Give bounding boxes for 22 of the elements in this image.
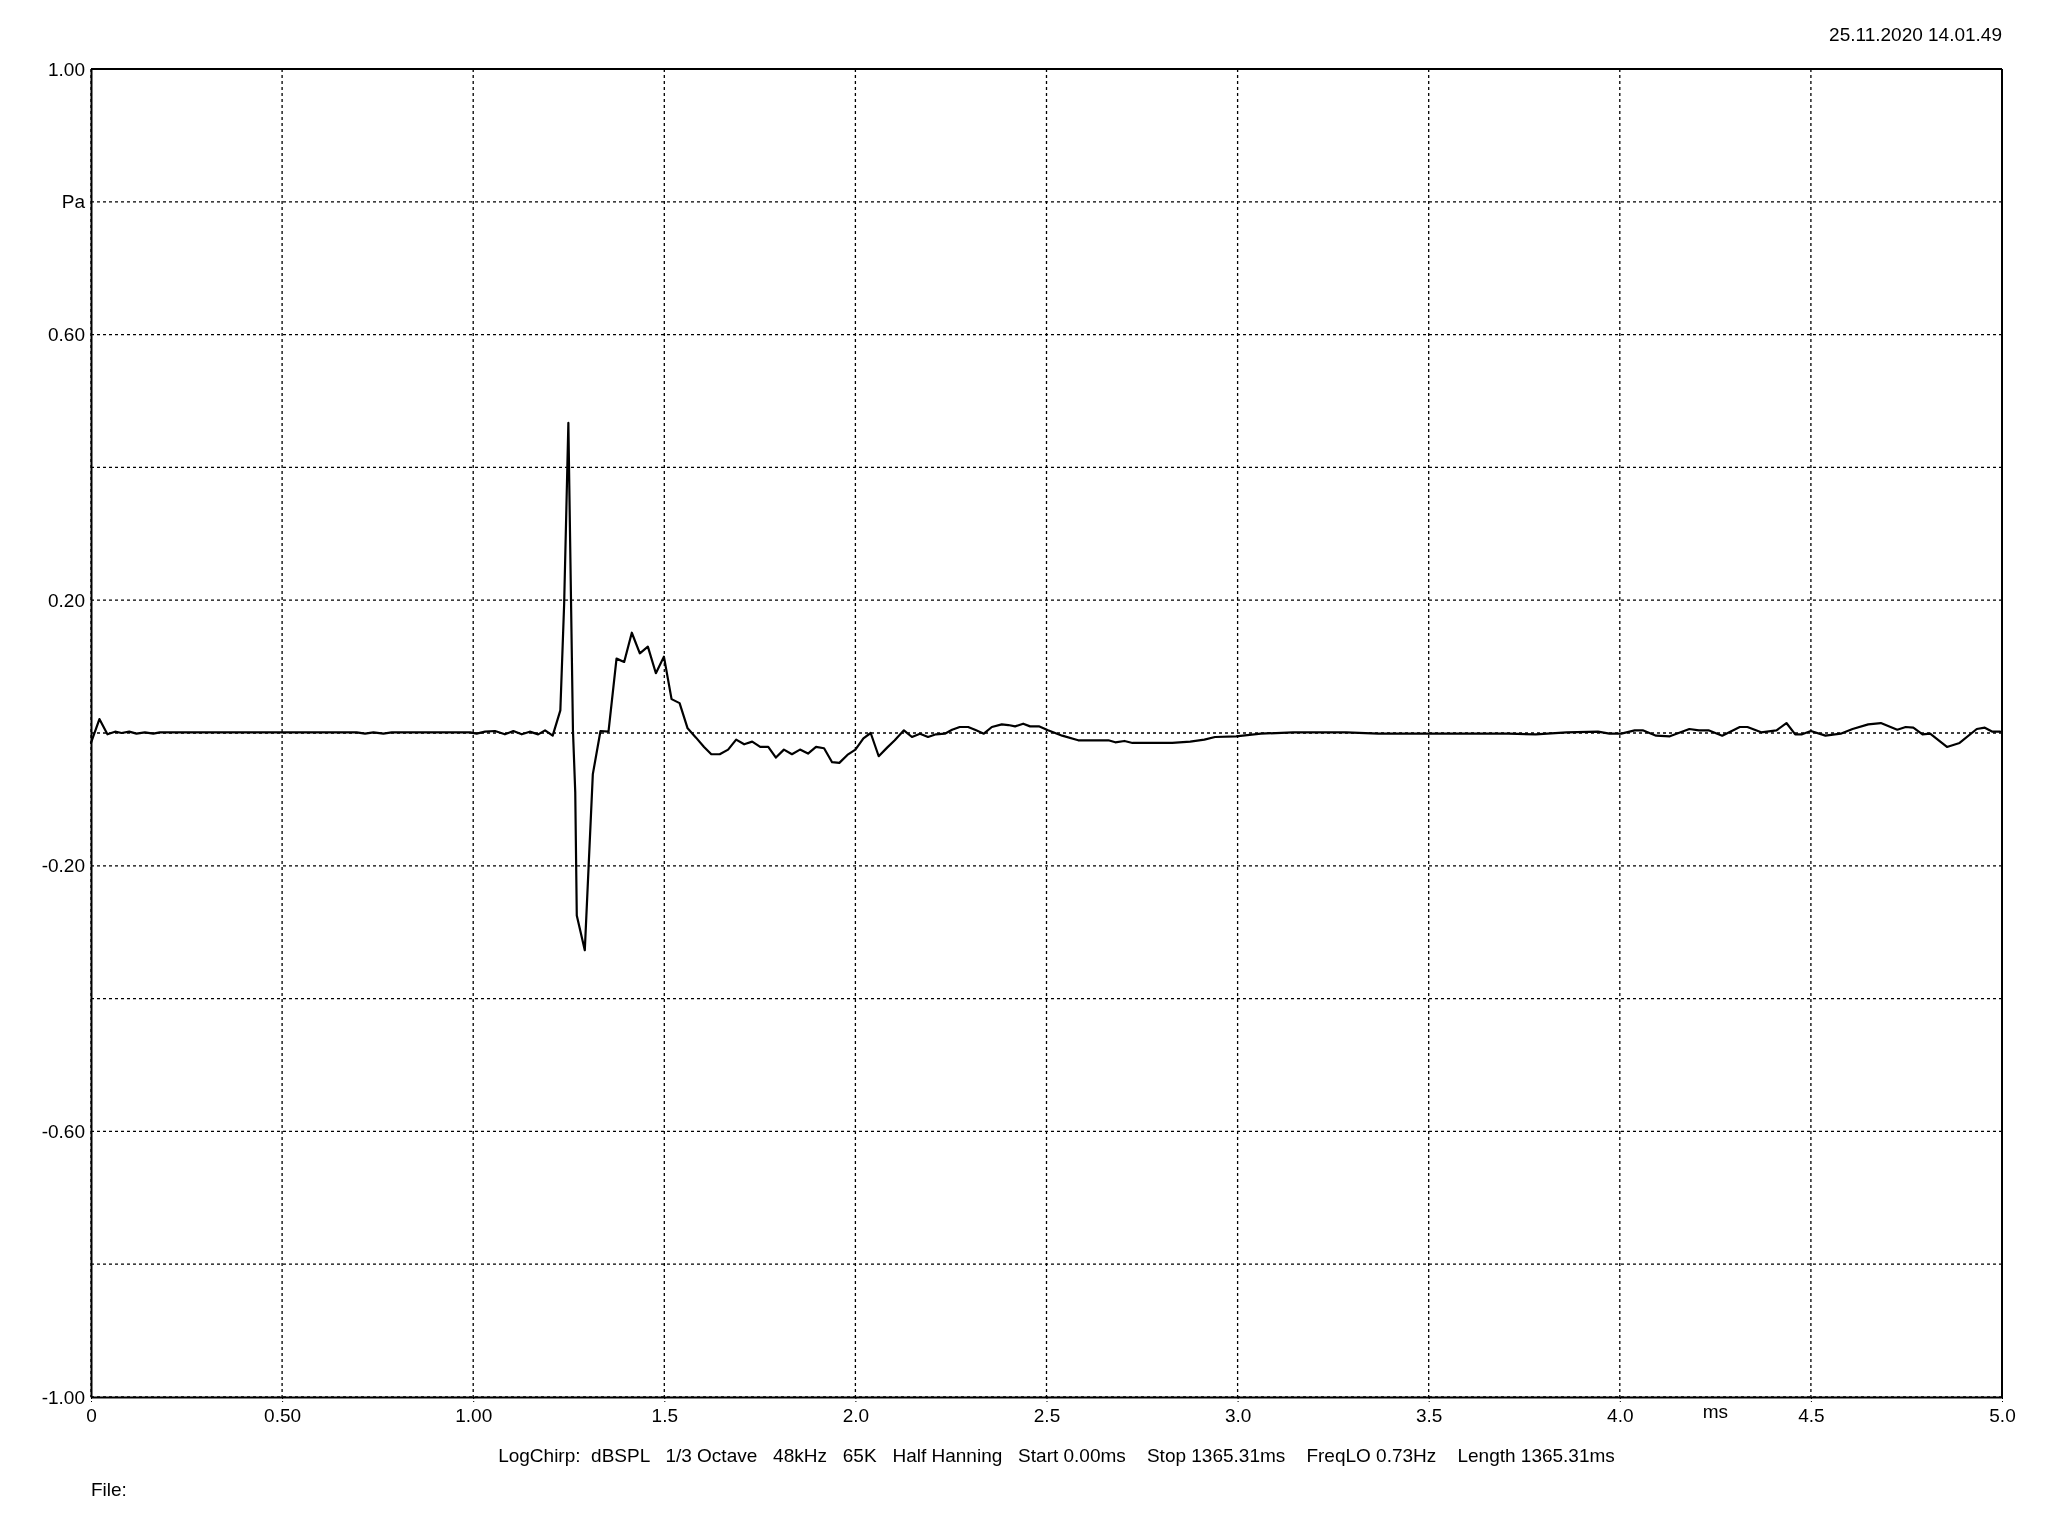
x-tick-label: 4.0 [1607,1405,1634,1427]
x-tick-label: 4.5 [1798,1405,1825,1427]
x-tick-label: 3.0 [1224,1405,1252,1427]
y-tick-label: 0.60 [48,324,85,346]
x-tick-label: 1.5 [651,1405,679,1427]
y-tick-label: 0.20 [48,589,85,611]
x-tick-label: 5.0 [1989,1405,2016,1427]
x-tick-label: 3.5 [1415,1405,1443,1427]
y-axis-title: Pa [61,190,86,212]
text: File: [91,1479,127,1500]
text: 25.11.2020 14.01.49 [1829,24,2002,45]
x-axis-title: ms [1702,1401,1729,1423]
y-tick-label: -0.20 [41,855,85,877]
y-tick-label: -1.00 [41,1386,85,1408]
x-tick-label: 1.00 [455,1405,493,1427]
x-tick-label: 2.5 [1033,1405,1061,1427]
y-tick-label: -0.60 [41,1120,85,1142]
x-tick-label: 0 [86,1405,97,1427]
y-tick-label: 1.00 [48,58,85,80]
x-tick-label: 0.50 [264,1405,302,1427]
x-tick-label: 2.0 [842,1405,870,1427]
text: LogChirp: dBSPL 1/3 Octave 48kHz 65K Half Hanning Start 0.00ms Stop 1365.31ms FreqLO 0.73Hz Length 1365.31ms [498,1445,1615,1466]
